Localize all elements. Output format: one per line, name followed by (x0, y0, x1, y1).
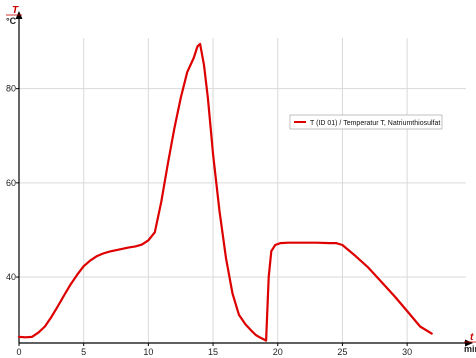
x-tick-label: 30 (402, 347, 412, 357)
y-tick-label: 60 (6, 178, 16, 188)
series-layer (17, 42, 433, 342)
y-axis-variable: T (12, 5, 19, 16)
legend-label: T (ID 01) / Temperatur T, Natriumthiosul… (310, 120, 440, 127)
grid (19, 38, 466, 343)
x-tick-label: 20 (273, 347, 283, 357)
y-tick-label: 80 (6, 84, 16, 94)
series-line-0 (17, 42, 433, 342)
x-axis-arrow-icon (465, 339, 473, 347)
legend[interactable]: T (ID 01) / Temperatur T, Natriumthiosul… (289, 114, 443, 130)
x-tick-label: 10 (143, 347, 153, 357)
legend-box (289, 114, 443, 130)
x-tick-label: 15 (208, 347, 218, 357)
x-axis-unit: min (464, 344, 476, 354)
x-axis-variable: t (470, 332, 474, 343)
y-axis-unit: °C (6, 16, 17, 26)
x-tick-label: 0 (16, 347, 21, 357)
tick-labels: 0 5 10 15 20 25 30 40 60 80 (6, 84, 412, 357)
x-tick-label: 25 (337, 347, 347, 357)
y-tick-label: 40 (6, 272, 16, 282)
x-tick-label: 5 (81, 347, 86, 357)
